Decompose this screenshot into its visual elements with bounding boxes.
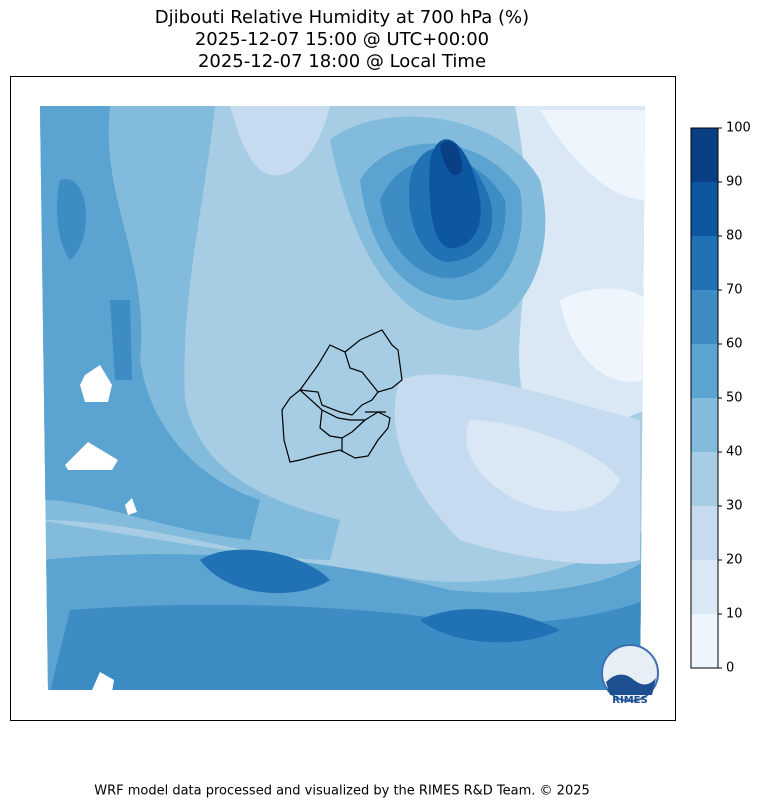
colorbar: 0 10 20 30 40 50 60 70 80 90 100: [690, 121, 751, 676]
footer: WRF model data processed and visualized …: [94, 784, 590, 799]
colorbar-tick-label: 10: [726, 607, 743, 622]
missing-data: [92, 672, 114, 690]
title-line: 2025-12-07 18:00 @ Local Time: [198, 51, 486, 72]
colorbar-segment: [691, 560, 718, 614]
colorbar-segment: [691, 506, 718, 560]
colorbar-segment: [691, 128, 718, 182]
contour-fill: [560, 288, 645, 382]
colorbar-segment: [691, 182, 718, 236]
title-line: 2025-12-07 15:00 @ UTC+00:00: [195, 29, 489, 50]
contour-fill: [57, 179, 87, 260]
colorbar-tick-label: 80: [726, 229, 743, 244]
colorbar-tick-label: 50: [726, 391, 743, 406]
contour-fill: [466, 420, 620, 512]
colorbar-segment: [691, 614, 718, 668]
map: [40, 106, 645, 690]
colorbar-tick-label: 60: [726, 337, 743, 352]
contour-fill: [40, 106, 260, 540]
missing-data: [125, 498, 137, 515]
colorbar-segment: [691, 344, 718, 398]
colorbar-segment: [691, 236, 718, 290]
contour-fill: [230, 106, 330, 176]
colorbar-tick-label: 100: [726, 121, 751, 136]
colorbar-tick-label: 90: [726, 175, 743, 190]
country-borders: [281, 329, 403, 463]
colorbar-segment: [691, 398, 718, 452]
title-line: Djibouti Relative Humidity at 700 hPa (%…: [155, 7, 529, 28]
colorbar-tick-label: 30: [726, 499, 743, 514]
colorbar-tick-label: 0: [726, 661, 734, 676]
missing-data: [65, 442, 118, 470]
contour-fill: [429, 139, 481, 249]
colorbar-tick-label: 20: [726, 553, 743, 568]
contour-fill: [200, 549, 330, 594]
missing-data: [80, 365, 112, 402]
contour-fill: [110, 300, 132, 380]
contour-fill: [540, 110, 645, 200]
colorbar-segment: [691, 290, 718, 344]
logo-text: RIMES: [612, 695, 647, 706]
contour-fill: [420, 609, 560, 643]
contour-fill: [440, 141, 462, 176]
colorbar-segment: [691, 452, 718, 506]
logo: RIMES: [601, 644, 659, 706]
colorbar-tick-label: 70: [726, 283, 743, 298]
colorbar-tick-label: 40: [726, 445, 743, 460]
